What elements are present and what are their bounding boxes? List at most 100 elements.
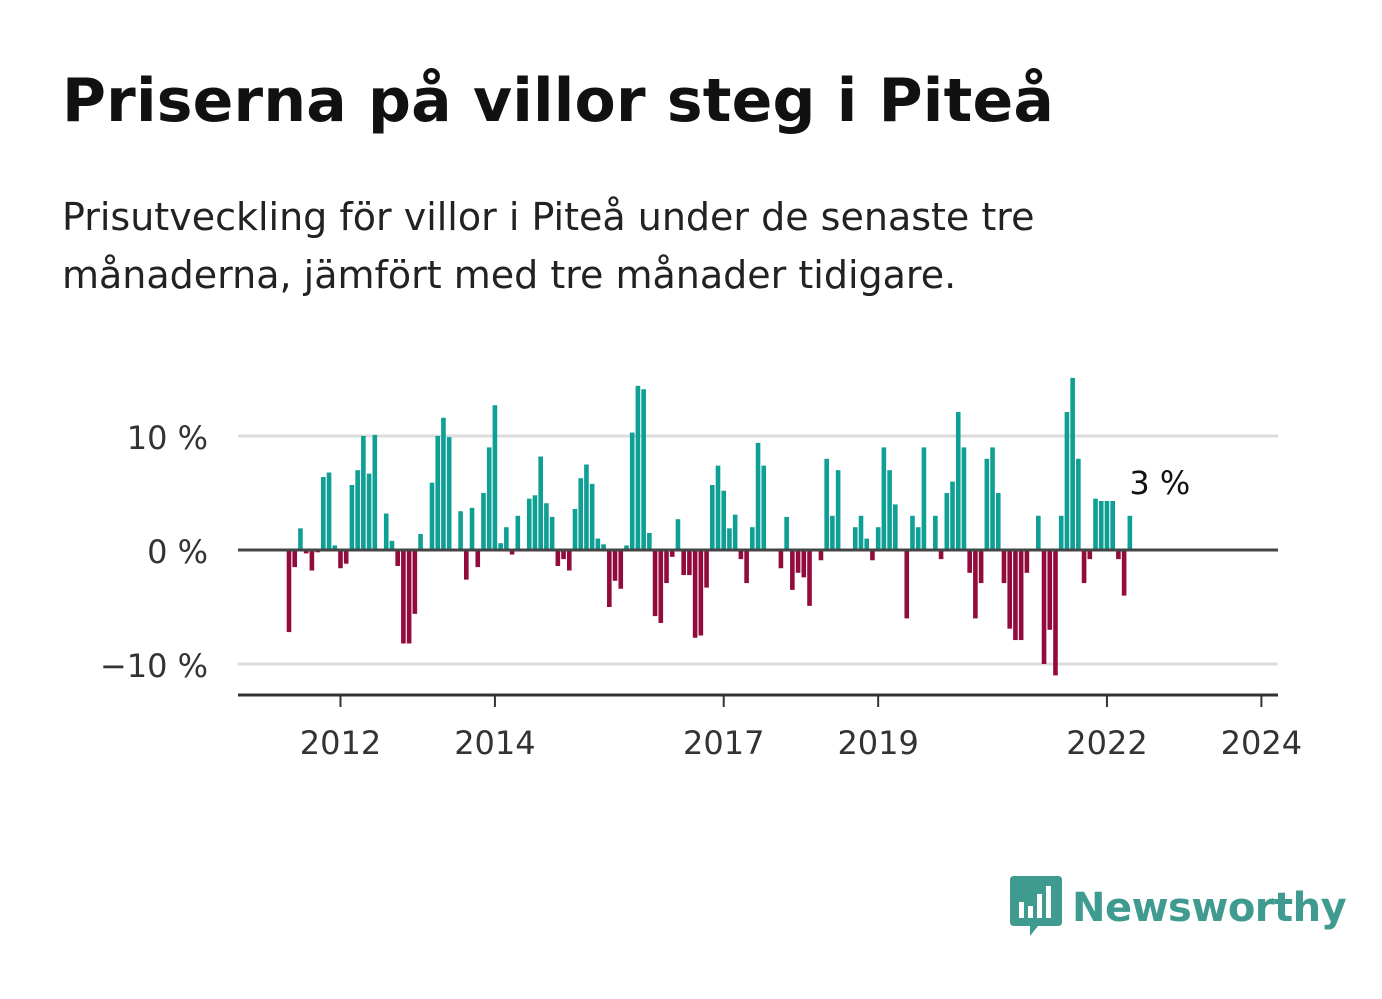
labels: 10 % 0 % −10 % 2012 2014 2017 2019 2022 2024 3 % [100,419,1302,762]
bar [658,550,664,623]
bar [383,513,389,550]
bar [669,550,675,557]
bar [727,528,732,550]
axes [238,548,1278,707]
bar [704,550,709,588]
bar [309,550,315,571]
bar [343,550,349,564]
bars [286,377,1133,676]
bar [498,543,503,550]
chart-title: Priserna på villor steg i Piteå [62,66,1055,136]
bar [332,545,338,550]
bar [681,550,686,576]
bar [1081,550,1087,584]
bar [1087,550,1093,560]
bar [578,478,584,550]
bar [950,481,955,550]
bar [961,447,967,550]
bar [458,511,463,550]
bar [1007,550,1013,629]
bar [1116,550,1121,560]
bar [921,447,927,550]
bar [755,442,761,550]
bar [595,538,601,550]
bar [355,470,360,550]
bar [555,550,561,566]
bar [572,508,578,550]
bar [1093,498,1098,550]
bar [486,447,492,550]
bar [1098,500,1104,550]
bar [744,550,749,584]
bar [1041,550,1047,664]
x-tick-label: 2022 [1066,724,1147,762]
bar [1047,550,1053,630]
bar [469,507,475,550]
bar [544,503,549,550]
bar [852,527,858,550]
x-tick-label: 2019 [837,724,918,762]
bar [303,550,309,554]
bar [446,437,452,550]
bar [292,550,298,568]
bar [1018,550,1024,641]
bar [967,550,972,573]
bar [647,532,652,550]
bar [990,447,995,550]
bar [1110,500,1115,550]
bar [984,458,990,550]
bar [629,432,635,550]
bar [389,540,395,550]
bar [795,550,801,573]
bar [652,550,658,617]
bar [784,516,789,550]
bar [664,550,669,584]
x-tick-label: 2014 [454,724,535,762]
bar [915,527,921,550]
bar [835,470,841,550]
bar [830,515,835,550]
bar [818,550,824,561]
x-tick-label: 2024 [1221,724,1302,762]
bar [750,527,755,550]
bar [532,495,538,550]
bar [801,550,807,578]
bar [944,493,950,550]
brand-name: Newsworthy [1072,885,1347,931]
bar [481,493,486,550]
bar [338,550,343,569]
y-tick-label: −10 % [100,647,208,685]
bar [464,550,469,580]
bar [824,458,829,550]
bar [1024,550,1030,573]
bar [504,527,509,550]
bar [1013,550,1018,641]
bar [1036,515,1041,550]
bar [612,550,618,581]
bar [1076,458,1081,550]
bar [692,550,698,638]
bar [995,493,1001,550]
bar [687,550,692,576]
bar [441,417,446,550]
bar [429,482,435,550]
bar [412,550,418,614]
bar [286,550,292,633]
latest-value-label: 3 % [1129,464,1190,502]
bar [418,534,423,550]
bar [875,527,881,550]
bar [401,550,406,644]
bar [864,538,870,550]
bar [635,385,641,550]
bar [509,550,515,555]
bar [732,514,738,550]
bar [1104,500,1110,550]
bar [538,456,543,550]
bar [372,434,378,550]
bar [349,485,355,550]
bar [807,550,812,606]
bar [675,519,681,550]
bar [1001,550,1007,584]
bar [589,483,595,550]
